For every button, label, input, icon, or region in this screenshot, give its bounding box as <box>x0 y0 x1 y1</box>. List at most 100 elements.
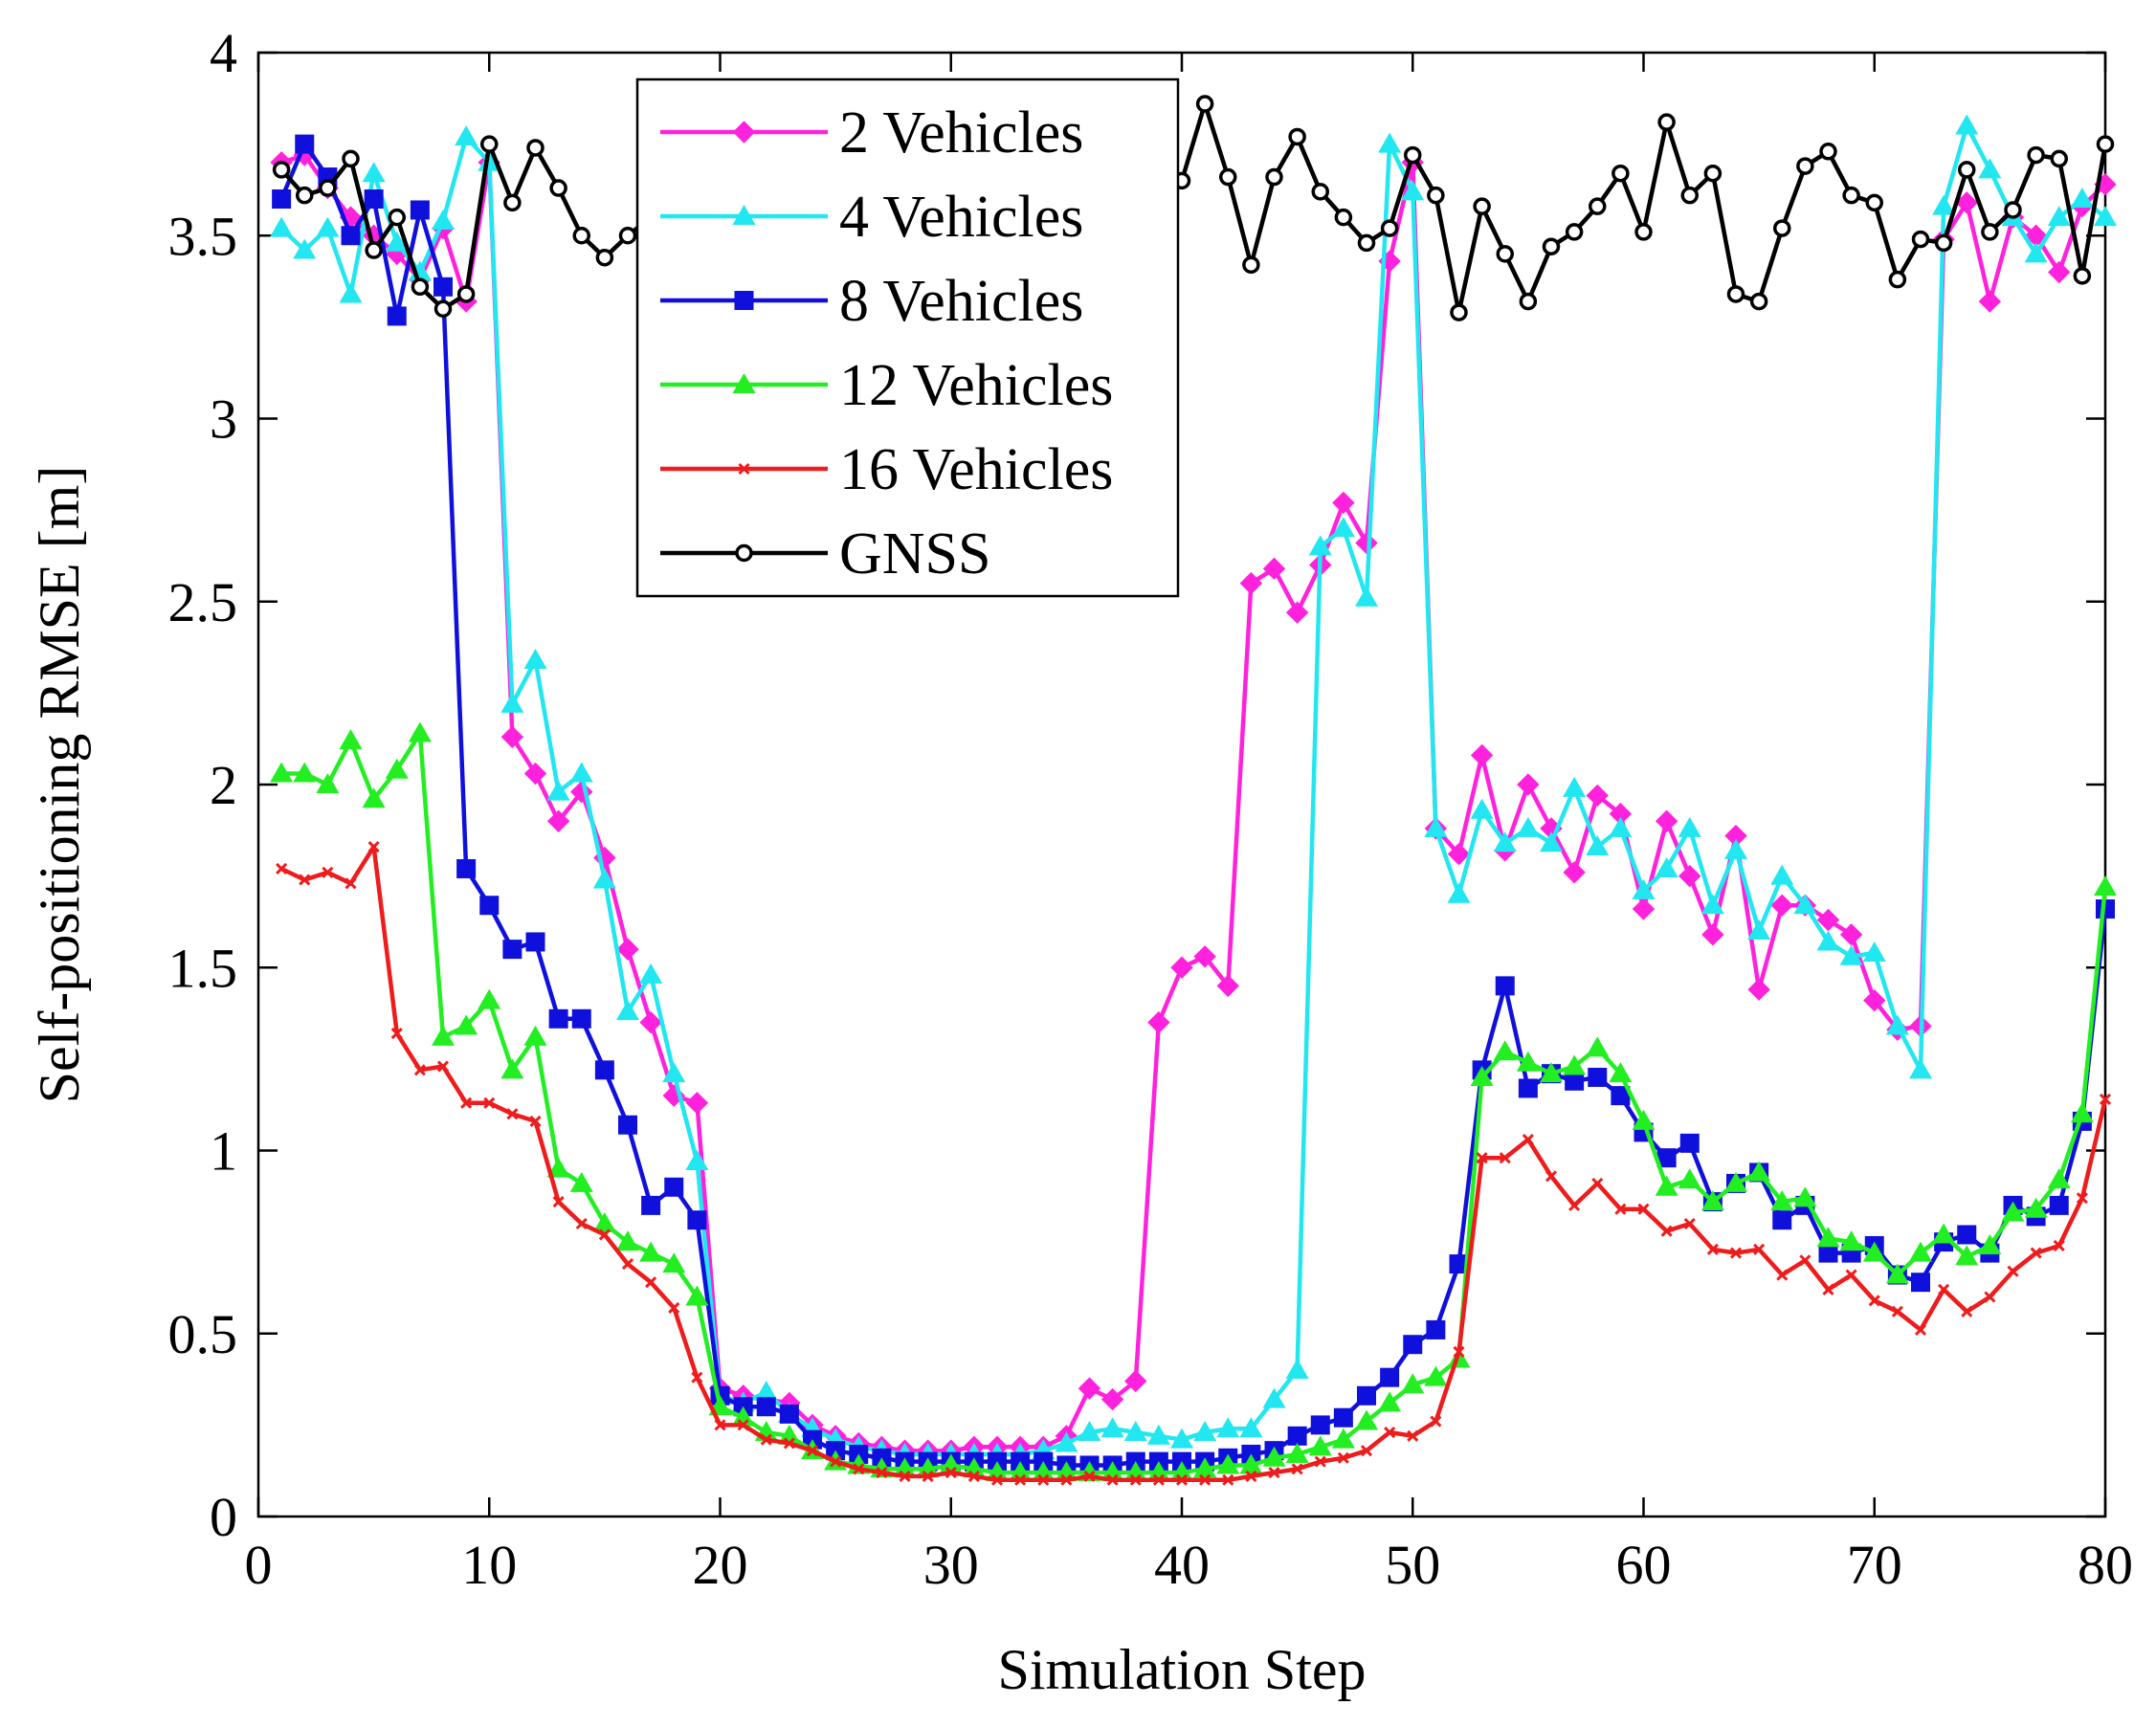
data-point <box>1037 1473 1050 1486</box>
data-point <box>1932 1223 1956 1244</box>
data-point <box>2099 1093 2112 1106</box>
data-point <box>1540 1062 1563 1083</box>
data-point <box>1865 193 1883 212</box>
x-tick-label: 0 <box>245 1534 273 1596</box>
data-point <box>1193 1457 1217 1478</box>
data-point <box>1678 816 1701 837</box>
y-tick-label: 3.5 <box>168 205 238 267</box>
data-point <box>1955 1245 1979 1266</box>
data-point <box>1679 1133 1700 1153</box>
legend-marker <box>734 291 754 310</box>
data-point <box>339 729 363 750</box>
data-point <box>1984 1291 1996 1303</box>
x-axis-label: Simulation Step <box>997 1638 1366 1701</box>
legend-item: 4 Vehicles <box>660 185 1083 250</box>
data-point <box>1632 878 1656 899</box>
y-tick-label: 1.5 <box>168 937 238 999</box>
data-point <box>1152 1473 1165 1486</box>
data-point <box>1891 1305 1903 1317</box>
data-point <box>316 773 340 793</box>
data-point <box>1216 1417 1240 1438</box>
data-point <box>1285 601 1309 624</box>
legend: 2 Vehicles 4 Vehicles 8 Vehicles 12 Vehicle… <box>635 77 1180 598</box>
y-tick-label: 1 <box>210 1120 237 1183</box>
data-point <box>685 1149 709 1170</box>
legend-label: GNSS <box>839 521 991 587</box>
x-tick-label: 20 <box>693 1534 748 1596</box>
data-point <box>1522 1133 1534 1146</box>
x-tick-label: 70 <box>1847 1534 1902 1596</box>
data-point <box>899 1470 911 1482</box>
data-point <box>1426 1319 1446 1340</box>
legend-label: 12 Vehicles <box>839 353 1113 418</box>
data-point <box>618 227 637 245</box>
data-point <box>1100 1387 1124 1411</box>
data-point <box>1818 1243 1838 1263</box>
data-point <box>1845 1269 1857 1281</box>
data-point <box>432 209 455 230</box>
data-point <box>1262 1446 1286 1467</box>
data-point <box>2024 242 2048 263</box>
data-point <box>1655 856 1678 877</box>
data-point <box>1819 143 1837 161</box>
data-point <box>1216 1453 1240 1474</box>
data-point <box>639 1010 662 1034</box>
data-point <box>2094 875 2117 897</box>
data-point <box>569 1171 593 1192</box>
y-tick-label: 2.5 <box>168 571 238 633</box>
data-point <box>990 1473 1004 1486</box>
data-point <box>598 1229 611 1241</box>
data-point <box>1146 1424 1170 1445</box>
data-point <box>1493 831 1517 852</box>
data-point <box>295 134 315 154</box>
data-point <box>1637 1203 1650 1215</box>
y-tick-label: 0 <box>210 1486 237 1548</box>
data-point <box>621 1258 634 1271</box>
data-point <box>456 285 476 303</box>
data-point <box>2070 1102 2094 1123</box>
legend-marker <box>732 121 756 144</box>
data-point <box>1355 531 1378 555</box>
data-point <box>1632 897 1656 920</box>
series-line <box>279 123 2107 1457</box>
data-point <box>1839 944 1863 965</box>
data-point <box>1219 167 1237 187</box>
data-point <box>1100 1417 1124 1438</box>
data-point <box>1239 571 1263 595</box>
data-point <box>270 762 294 783</box>
data-point <box>345 877 357 890</box>
data-point <box>1793 894 1817 915</box>
data-point <box>529 1115 542 1127</box>
data-point <box>1357 1385 1376 1406</box>
data-point <box>455 1014 478 1035</box>
data-point <box>1586 784 1609 808</box>
data-point <box>1657 113 1676 131</box>
data-point <box>455 124 478 145</box>
data-point <box>1701 923 1724 946</box>
data-point <box>367 840 380 853</box>
data-point <box>480 135 499 153</box>
data-point <box>1311 183 1329 201</box>
data-point <box>1885 1263 1909 1284</box>
data-point <box>760 1433 772 1446</box>
data-point <box>2001 1201 2025 1222</box>
axis-ticks: 0 10 20 30 40 50 60 70 80 0 0.5 1 1.5 2 2.5 3 3.5 4 <box>168 22 2134 1596</box>
data-point <box>2053 1239 2065 1252</box>
data-point <box>1516 1051 1540 1072</box>
legend-item: 16 Vehicles <box>660 437 1113 502</box>
data-point <box>1914 1323 1927 1336</box>
data-point <box>662 1062 686 1083</box>
data-point <box>549 179 567 197</box>
data-point <box>1885 1014 1909 1035</box>
data-point <box>526 139 545 157</box>
data-point <box>276 862 288 875</box>
data-point <box>616 938 639 961</box>
data-point <box>1216 974 1239 998</box>
data-point <box>1193 1421 1217 1442</box>
data-point <box>1170 956 1193 979</box>
legend-label: 2 Vehicles <box>839 100 1083 166</box>
data-point <box>641 1195 661 1215</box>
x-tick-label: 80 <box>2078 1534 2133 1596</box>
data-point <box>2096 135 2115 153</box>
data-point <box>2094 206 2117 227</box>
